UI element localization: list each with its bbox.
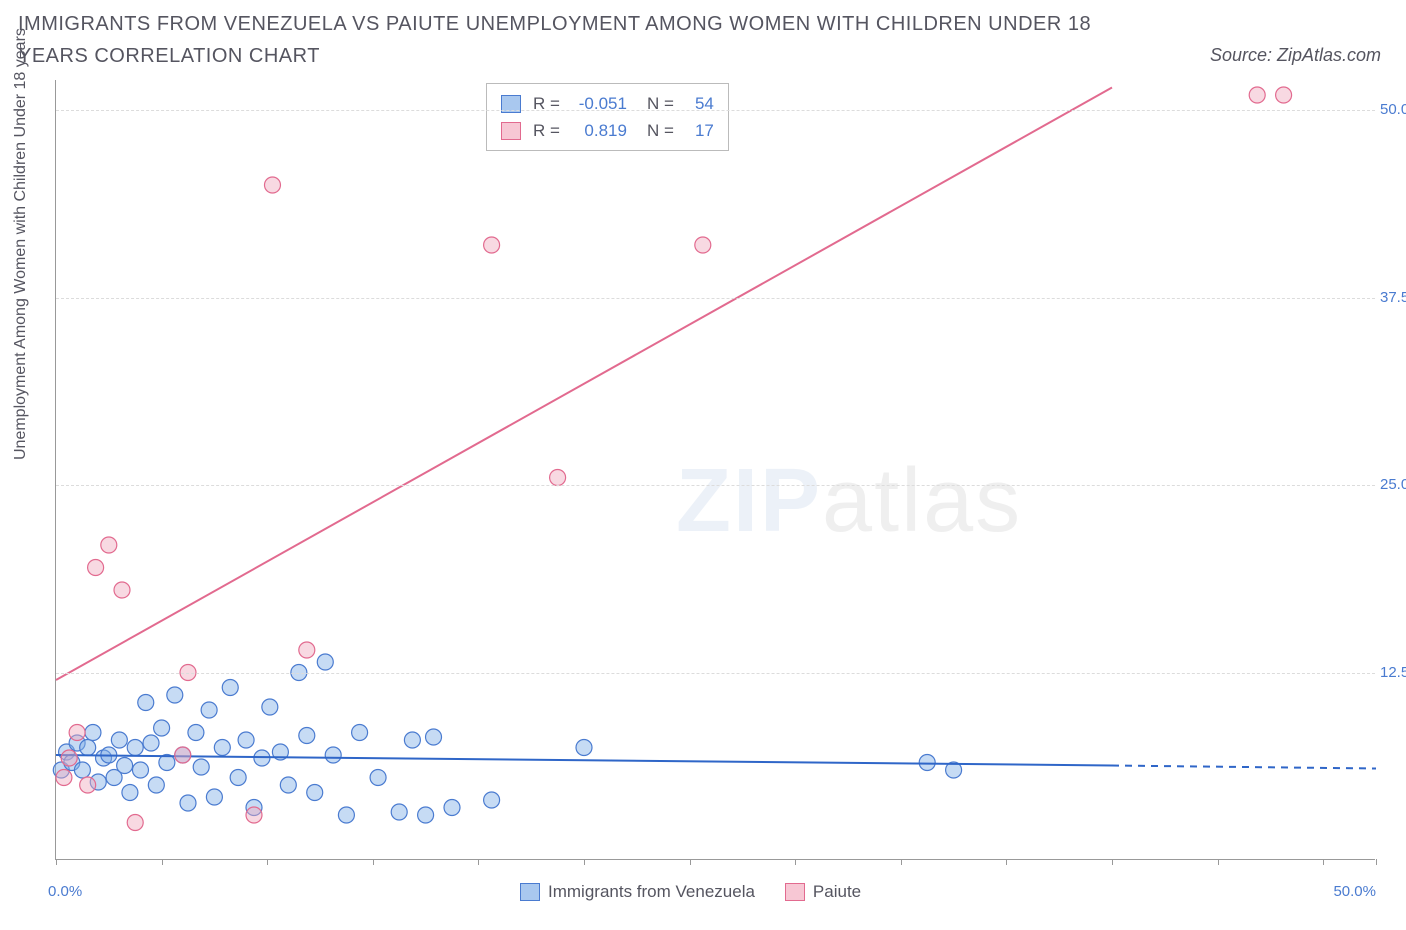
x-tick	[478, 859, 479, 865]
y-axis-label: Unemployment Among Women with Children U…	[12, 28, 30, 460]
scatter-point	[138, 695, 154, 711]
scatter-point	[484, 792, 500, 808]
scatter-point	[1276, 87, 1292, 103]
x-tick	[1218, 859, 1219, 865]
scatter-point	[418, 807, 434, 823]
scatter-point	[264, 177, 280, 193]
scatter-point	[175, 747, 191, 763]
scatter-point	[143, 735, 159, 751]
scatter-point	[114, 582, 130, 598]
series-legend: Immigrants from Venezuela Paiute	[520, 882, 861, 902]
scatter-point	[391, 804, 407, 820]
series-legend-item: Paiute	[785, 882, 861, 902]
scatter-point	[1249, 87, 1265, 103]
grid-line-h	[56, 110, 1375, 111]
scatter-point	[132, 762, 148, 778]
scatter-point	[426, 729, 442, 745]
grid-line-h	[56, 485, 1375, 486]
x-tick	[690, 859, 691, 865]
x-tick	[373, 859, 374, 865]
scatter-point	[148, 777, 164, 793]
scatter-point	[576, 740, 592, 756]
y-tick-label: 12.5%	[1380, 664, 1406, 681]
scatter-point	[695, 237, 711, 253]
scatter-point	[222, 680, 238, 696]
x-tick	[795, 859, 796, 865]
trend-line	[56, 755, 1112, 766]
scatter-point	[280, 777, 296, 793]
scatter-point	[370, 770, 386, 786]
x-tick	[162, 859, 163, 865]
y-tick-label: 37.5%	[1380, 289, 1406, 306]
scatter-point	[180, 795, 196, 811]
grid-line-h	[56, 673, 1375, 674]
scatter-point	[154, 720, 170, 736]
x-tick	[901, 859, 902, 865]
scatter-svg	[56, 80, 1376, 860]
scatter-point	[188, 725, 204, 741]
scatter-point	[325, 747, 341, 763]
scatter-point	[122, 785, 138, 801]
scatter-point	[101, 537, 117, 553]
scatter-point	[246, 807, 262, 823]
scatter-point	[111, 732, 127, 748]
scatter-point	[127, 740, 143, 756]
scatter-point	[201, 702, 217, 718]
source-attribution: Source: ZipAtlas.com	[1210, 45, 1381, 66]
legend-swatch	[520, 883, 540, 901]
y-tick-label: 50.0%	[1380, 101, 1406, 118]
scatter-point	[127, 815, 143, 831]
x-axis-min-label: 0.0%	[48, 883, 82, 900]
scatter-point	[238, 732, 254, 748]
scatter-point	[299, 642, 315, 658]
series-label: Immigrants from Venezuela	[548, 882, 755, 902]
trend-line	[56, 88, 1112, 681]
x-tick	[267, 859, 268, 865]
plot-area: R =-0.051N =54R =0.819N =17 ZIPatlas 12.…	[55, 80, 1375, 860]
scatter-point	[167, 687, 183, 703]
scatter-point	[230, 770, 246, 786]
grid-line-h	[56, 298, 1375, 299]
scatter-point	[262, 699, 278, 715]
scatter-point	[56, 770, 72, 786]
scatter-point	[919, 755, 935, 771]
series-label: Paiute	[813, 882, 861, 902]
x-tick	[1376, 859, 1377, 865]
scatter-point	[214, 740, 230, 756]
scatter-point	[85, 725, 101, 741]
scatter-point	[338, 807, 354, 823]
scatter-point	[317, 654, 333, 670]
scatter-point	[61, 750, 77, 766]
scatter-point	[404, 732, 420, 748]
x-tick	[584, 859, 585, 865]
scatter-point	[74, 762, 90, 778]
scatter-point	[88, 560, 104, 576]
scatter-point	[484, 237, 500, 253]
scatter-point	[80, 777, 96, 793]
scatter-point	[69, 725, 85, 741]
trend-line-extrapolated	[1112, 766, 1376, 769]
x-tick	[56, 859, 57, 865]
x-tick	[1323, 859, 1324, 865]
scatter-point	[206, 789, 222, 805]
scatter-point	[299, 728, 315, 744]
scatter-point	[117, 758, 133, 774]
series-legend-item: Immigrants from Venezuela	[520, 882, 755, 902]
scatter-point	[307, 785, 323, 801]
x-axis-max-label: 50.0%	[1333, 883, 1376, 900]
scatter-point	[444, 800, 460, 816]
chart-title: IMMIGRANTS FROM VENEZUELA VS PAIUTE UNEM…	[18, 8, 1118, 72]
scatter-point	[193, 759, 209, 775]
legend-swatch	[785, 883, 805, 901]
x-tick	[1112, 859, 1113, 865]
scatter-point	[80, 740, 96, 756]
scatter-point	[352, 725, 368, 741]
x-tick	[1006, 859, 1007, 865]
scatter-point	[550, 470, 566, 486]
y-tick-label: 25.0%	[1380, 476, 1406, 493]
